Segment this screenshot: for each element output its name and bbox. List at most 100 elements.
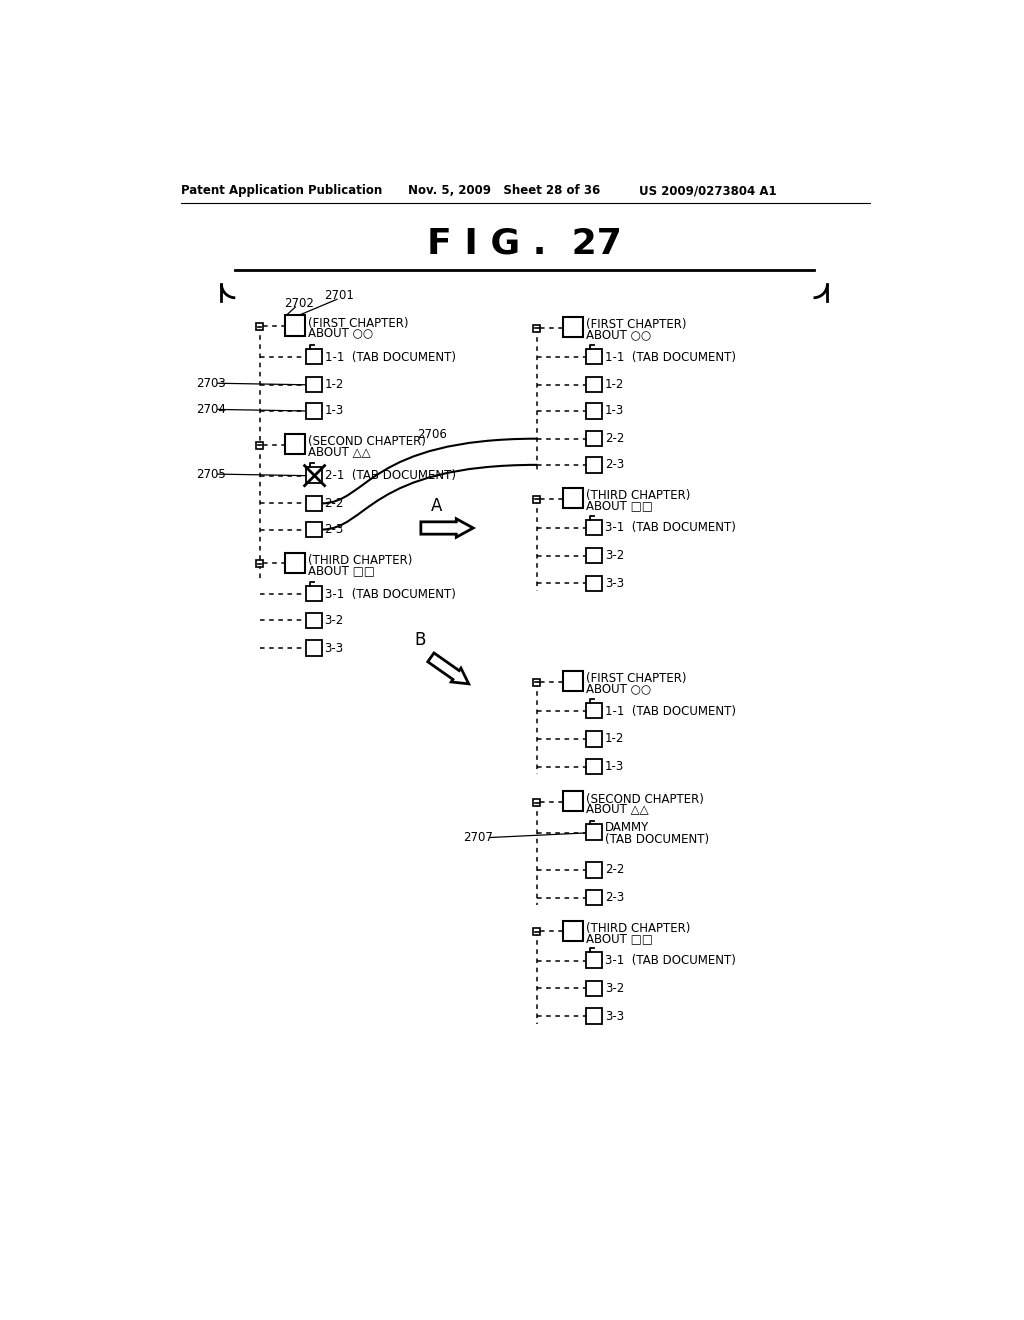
Text: (SECOND CHAPTER): (SECOND CHAPTER)	[307, 436, 426, 449]
Text: 2705: 2705	[196, 467, 225, 480]
Bar	[587, 731, 602, 747]
Text: 3-3: 3-3	[605, 577, 624, 590]
Text: ABOUT △△: ABOUT △△	[307, 445, 371, 458]
Text: 2-2: 2-2	[605, 432, 625, 445]
Bar	[587, 457, 602, 473]
Text: 3-3: 3-3	[605, 1010, 624, 1023]
Text: 1-2: 1-2	[605, 733, 625, 746]
Bar	[587, 404, 602, 418]
FancyArrow shape	[421, 519, 473, 537]
Text: 1-3: 1-3	[325, 404, 344, 417]
Text: 3-1  (TAB DOCUMENT): 3-1 (TAB DOCUMENT)	[605, 954, 736, 968]
Text: (SECOND CHAPTER): (SECOND CHAPTER)	[587, 792, 705, 805]
Bar	[306, 496, 322, 511]
Text: (TAB DOCUMENT): (TAB DOCUMENT)	[605, 833, 709, 846]
Text: 1-2: 1-2	[605, 379, 625, 391]
Text: 2707: 2707	[463, 832, 494, 843]
Text: 2702: 2702	[285, 297, 314, 310]
Text: (FIRST CHAPTER): (FIRST CHAPTER)	[587, 318, 687, 331]
Bar	[587, 548, 602, 564]
Bar	[256, 442, 263, 449]
Text: (FIRST CHAPTER): (FIRST CHAPTER)	[307, 317, 409, 330]
Text: 2-2: 2-2	[325, 496, 344, 510]
Bar	[306, 612, 322, 628]
Text: ABOUT ○○: ABOUT ○○	[587, 682, 651, 696]
Text: ABOUT ○○: ABOUT ○○	[307, 326, 373, 339]
Text: US 2009/0273804 A1: US 2009/0273804 A1	[639, 185, 776, 197]
Text: Patent Application Publication: Patent Application Publication	[180, 185, 382, 197]
Text: 3-1  (TAB DOCUMENT): 3-1 (TAB DOCUMENT)	[325, 587, 456, 601]
Bar	[256, 560, 263, 568]
Bar	[587, 576, 602, 591]
Text: B: B	[414, 631, 425, 649]
Text: Nov. 5, 2009   Sheet 28 of 36: Nov. 5, 2009 Sheet 28 of 36	[408, 185, 600, 197]
Text: ABOUT □□: ABOUT □□	[307, 564, 375, 577]
Bar	[306, 404, 322, 418]
Text: 1-1  (TAB DOCUMENT): 1-1 (TAB DOCUMENT)	[605, 705, 736, 718]
Bar	[256, 323, 263, 330]
Text: ABOUT □□: ABOUT □□	[587, 499, 653, 512]
Text: (FIRST CHAPTER): (FIRST CHAPTER)	[587, 672, 687, 685]
Bar	[285, 434, 304, 454]
Text: ABOUT ○○: ABOUT ○○	[587, 329, 651, 342]
Bar	[534, 325, 541, 331]
Text: 2701: 2701	[325, 289, 354, 302]
Bar	[587, 348, 602, 364]
FancyArrow shape	[428, 653, 469, 684]
Text: 2-2: 2-2	[605, 863, 625, 876]
Text: 2-3: 2-3	[325, 523, 344, 536]
Bar	[306, 521, 322, 537]
Text: 2706: 2706	[417, 428, 446, 441]
Bar	[587, 702, 602, 718]
Bar	[534, 799, 541, 807]
Bar	[306, 586, 322, 601]
Bar	[587, 981, 602, 997]
Text: 1-1  (TAB DOCUMENT): 1-1 (TAB DOCUMENT)	[605, 351, 736, 363]
Text: 1-3: 1-3	[605, 404, 625, 417]
Bar	[587, 759, 602, 775]
Text: DAMMY: DAMMY	[605, 821, 649, 834]
Bar	[306, 467, 322, 483]
Text: 3-2: 3-2	[605, 982, 625, 995]
Text: 2703: 2703	[196, 376, 225, 389]
Text: ABOUT △△: ABOUT △△	[587, 803, 649, 816]
Bar	[563, 921, 584, 941]
Bar	[534, 678, 541, 686]
Bar	[285, 315, 304, 335]
Text: (THIRD CHAPTER): (THIRD CHAPTER)	[307, 554, 412, 566]
Text: 3-3: 3-3	[325, 642, 344, 655]
Text: 3-2: 3-2	[325, 614, 344, 627]
Text: 1-1  (TAB DOCUMENT): 1-1 (TAB DOCUMENT)	[325, 351, 456, 363]
Bar	[534, 928, 541, 936]
Text: (THIRD CHAPTER): (THIRD CHAPTER)	[587, 490, 691, 502]
Text: A: A	[431, 498, 442, 515]
Bar	[587, 378, 602, 392]
Bar	[563, 488, 584, 508]
Bar	[563, 671, 584, 692]
Text: 2-3: 2-3	[605, 458, 625, 471]
Bar	[587, 862, 602, 878]
Bar	[587, 1008, 602, 1024]
Bar	[285, 553, 304, 573]
Bar	[563, 792, 584, 812]
Text: 1-2: 1-2	[325, 379, 344, 391]
Bar	[587, 520, 602, 535]
Text: 2704: 2704	[196, 403, 226, 416]
Bar	[563, 317, 584, 337]
Text: 2-1  (TAB DOCUMENT): 2-1 (TAB DOCUMENT)	[325, 469, 456, 482]
Bar	[534, 496, 541, 503]
Text: 1-3: 1-3	[605, 760, 625, 774]
Text: F I G .  27: F I G . 27	[427, 226, 623, 260]
Bar	[587, 890, 602, 906]
Bar	[306, 378, 322, 392]
Text: 3-2: 3-2	[605, 549, 625, 562]
Text: (THIRD CHAPTER): (THIRD CHAPTER)	[587, 921, 691, 935]
Bar	[587, 825, 602, 840]
Text: ABOUT □□: ABOUT □□	[587, 932, 653, 945]
Text: 2-3: 2-3	[605, 891, 625, 904]
Bar	[587, 952, 602, 968]
Bar	[587, 430, 602, 446]
Bar	[306, 348, 322, 364]
Bar	[306, 640, 322, 656]
Text: 3-1  (TAB DOCUMENT): 3-1 (TAB DOCUMENT)	[605, 521, 736, 535]
